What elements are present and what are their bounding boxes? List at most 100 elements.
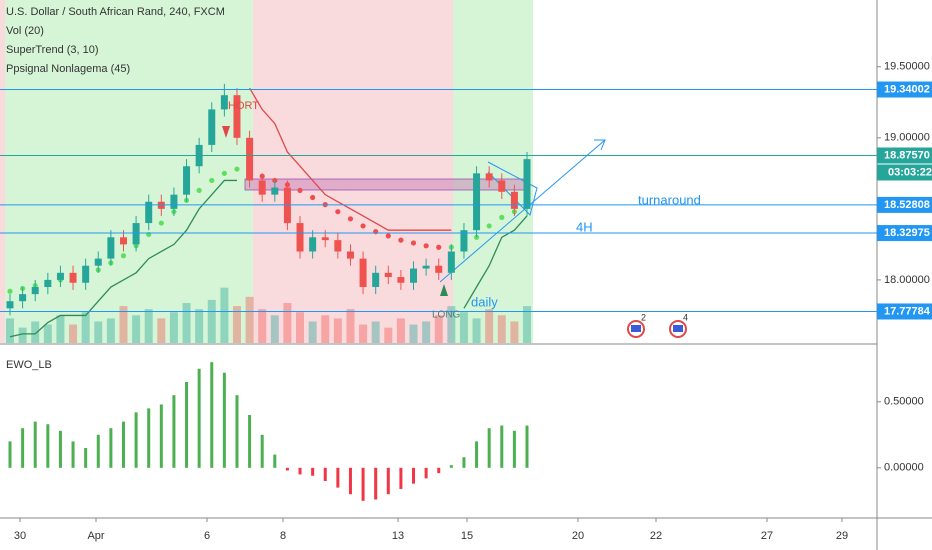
ewo-bar	[197, 368, 201, 468]
candle-body	[359, 258, 367, 288]
trend-arrow	[439, 139, 606, 283]
volume-bar	[81, 312, 90, 343]
ewo-bar	[134, 412, 138, 468]
event-flag	[673, 325, 683, 332]
ewo-bar	[285, 467, 289, 471]
bull-zone	[453, 0, 533, 343]
short-marker	[222, 126, 230, 138]
flag-pattern	[487, 161, 538, 216]
ema-dot	[7, 288, 13, 294]
ema-dot	[297, 187, 303, 193]
ema-dot	[398, 237, 404, 243]
event-flag	[631, 325, 641, 332]
volume-bar	[232, 306, 241, 343]
ema-dot	[385, 233, 391, 239]
ewo-bar	[273, 454, 277, 468]
arrow-head	[594, 139, 606, 151]
candle-body	[119, 237, 127, 245]
volume-bar	[157, 318, 166, 343]
ewo-bar	[348, 467, 352, 495]
volume-bar	[371, 321, 380, 343]
volume-bar	[94, 321, 103, 343]
ewo-bar	[399, 467, 403, 489]
volume-bar	[296, 312, 305, 343]
volume-bar	[485, 309, 494, 343]
candle-body	[510, 191, 518, 209]
ewo-bar	[46, 424, 50, 468]
candle-body	[346, 251, 354, 259]
ewo-bar	[512, 430, 516, 468]
price-label-bg	[877, 303, 932, 320]
ewo-bar	[84, 448, 88, 468]
candle-body	[523, 159, 531, 209]
ema-dot	[310, 194, 316, 201]
x-tick-label: 27	[761, 530, 773, 542]
candle-body	[271, 187, 279, 195]
ewo-bar	[58, 430, 62, 468]
volume-bar	[56, 315, 65, 343]
x-tick-label: 30	[14, 530, 26, 542]
ema-dot	[234, 166, 240, 172]
ewo-bar	[487, 428, 491, 468]
ema-dot	[335, 209, 341, 215]
annotation: turnaround	[638, 192, 701, 207]
price-label-bg	[877, 196, 932, 213]
ewo-bar	[361, 467, 365, 501]
indicator-label: Ppsignal Nonlagema (45)	[6, 63, 130, 75]
candle-body	[473, 173, 481, 231]
ema-dot	[158, 220, 164, 226]
volume-bar	[195, 309, 204, 343]
candle-body	[309, 237, 317, 252]
x-tick-label: 13	[392, 530, 404, 542]
volume-bar	[220, 287, 229, 343]
countdown: 03:03:22	[888, 166, 932, 178]
volume-bar	[497, 315, 506, 343]
ema-dot	[221, 170, 227, 176]
candle-body	[460, 230, 468, 252]
ema-dot	[423, 243, 429, 249]
price-label-bg	[877, 225, 932, 242]
candle-body	[94, 258, 102, 266]
price-label: 19.34002	[884, 83, 930, 95]
ewo-bar	[159, 404, 163, 468]
price-label-bg	[877, 81, 932, 98]
indicator-label: SuperTrend (3, 10)	[6, 44, 99, 56]
long-marker	[440, 284, 448, 296]
candle-body	[6, 301, 14, 309]
volume-bar	[270, 315, 279, 343]
ewo-bar	[412, 467, 416, 484]
volume-bar	[106, 318, 115, 343]
volume-bar	[245, 296, 254, 343]
ewo-bar	[424, 467, 428, 479]
ema-dot	[410, 240, 417, 246]
ema-dot	[360, 223, 366, 229]
candle-body	[384, 272, 392, 278]
ewo-bar	[210, 362, 214, 468]
ema-dot	[120, 253, 127, 259]
candle-body	[435, 265, 443, 273]
ewo-bar	[248, 414, 252, 468]
ewo-bar	[235, 395, 239, 468]
volume-bar	[6, 318, 14, 343]
candle-body	[334, 240, 342, 252]
ema-dot	[209, 177, 215, 184]
ema-dot	[486, 223, 492, 229]
ewo-bar	[147, 408, 151, 468]
ewo-bar	[222, 372, 226, 468]
supertrend-line	[249, 87, 452, 231]
ewo-bar	[298, 467, 302, 475]
candle-body	[183, 166, 191, 195]
y-tick-label: 18.00000	[884, 274, 930, 286]
x-tick-label: 6	[204, 530, 210, 542]
ema-dot	[347, 216, 354, 222]
y-tick-label: 0.00000	[884, 462, 924, 474]
annotation: HORT	[228, 100, 259, 112]
x-tick-label: Apr	[87, 530, 104, 542]
ewo-bar	[475, 441, 479, 468]
volume-bar	[333, 318, 342, 343]
x-tick-label: 20	[572, 530, 584, 542]
ewo-bar	[172, 395, 176, 468]
candle-body	[69, 272, 77, 283]
volume-bar	[144, 309, 153, 343]
